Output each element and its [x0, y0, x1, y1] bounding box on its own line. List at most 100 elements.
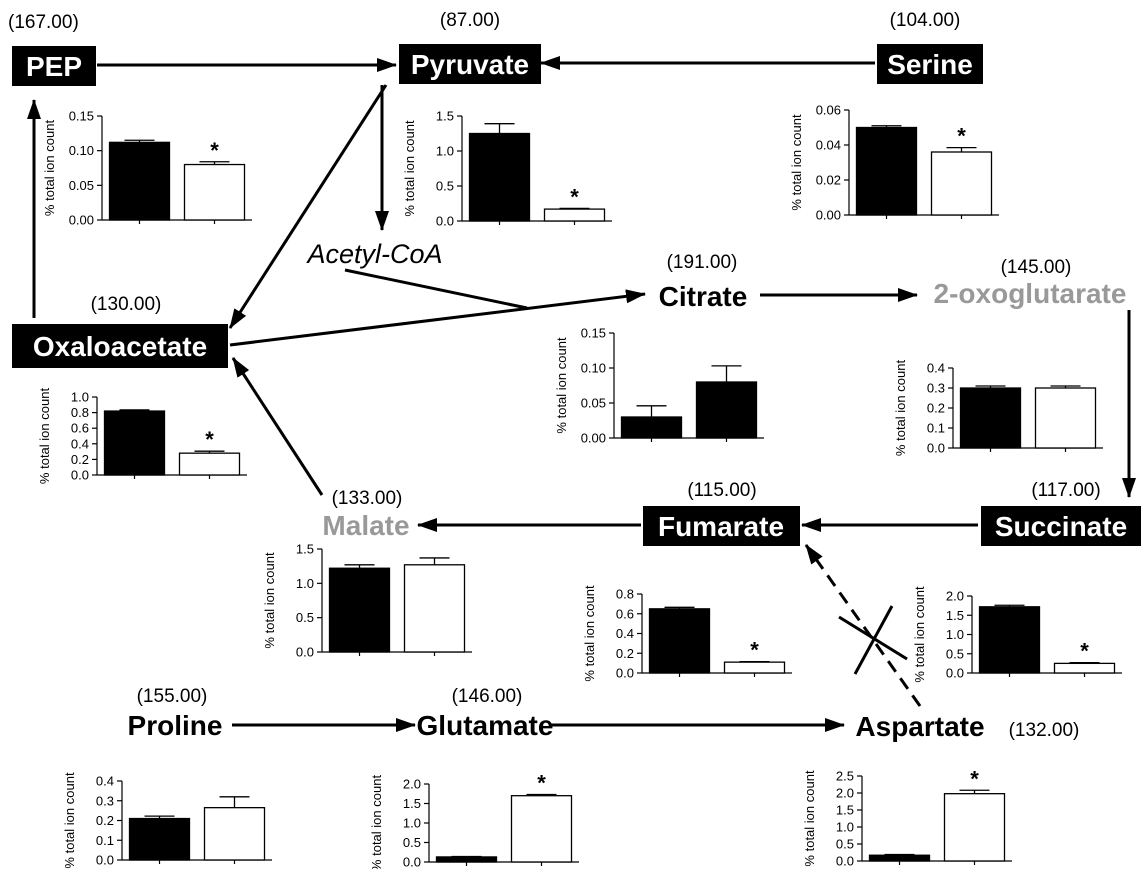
- y-tick-label: 0.0: [616, 666, 634, 681]
- bar-dark: [620, 416, 683, 439]
- node-label-pyruvate: Pyruvate: [411, 49, 529, 80]
- node-label-serine: Serine: [887, 49, 973, 80]
- node-label-malate: Malate: [322, 510, 409, 541]
- y-tick-label: 0.4: [96, 774, 114, 789]
- bar-light: [178, 452, 241, 476]
- node-oxoglutarate: (145.00) 2-oxoglutarate: [934, 257, 1127, 309]
- y-tick-label: 1.0: [403, 816, 421, 831]
- chart-citrate: 0.00 0.05 0.10 0.15 % total ion count: [554, 326, 764, 446]
- chart-pep: 0.00 0.05 0.10 0.15 % total ion count *: [42, 109, 252, 228]
- chart-oxaloacetate: 0.00.20.40.60.81.0 % total ion count *: [37, 388, 247, 485]
- node-box-pyruvate: [399, 44, 541, 84]
- chart-glutamate: 0.0 0.5 1.0 1.5 2.0 % total ion count *: [369, 771, 579, 869]
- y-tick-label: 0.6: [71, 421, 89, 436]
- chart-proline: 0.0 0.1 0.2 0.3 0.4 % total ion count: [62, 772, 272, 869]
- node-label-oxaloacetate: Oxaloacetate: [33, 331, 207, 362]
- node-pep: (167.00) PEP: [8, 12, 96, 86]
- y-tick-label: 0.2: [927, 401, 945, 416]
- mass-citrate: (191.00): [667, 252, 738, 273]
- node-fumarate: (115.00) Fumarate: [643, 480, 800, 546]
- y-tick-label: 0.05: [581, 396, 606, 411]
- y-tick-label: 1.0: [836, 820, 854, 835]
- y-tick-label: 0.15: [581, 326, 606, 341]
- bar-dark: [128, 817, 191, 861]
- y-tick-label: 0.00: [581, 431, 606, 446]
- y-axis-label: % total ion count: [789, 114, 804, 211]
- chart-succinate: 0.0 0.5 1.0 1.5 2.0 % total ion count *: [912, 586, 1122, 683]
- y-tick-label: 0.5: [436, 179, 454, 194]
- bar-light: [695, 381, 758, 439]
- arrow-malate-to-oxaloacetate: [231, 357, 324, 496]
- node-label-glutamate: Glutamate: [417, 710, 554, 741]
- node-label-oxoglutarate: 2-oxoglutarate: [934, 278, 1127, 309]
- node-proline: (155.00) Proline: [128, 686, 223, 741]
- mass-fumarate: (115.00): [687, 480, 756, 501]
- y-tick-label: 0.5: [296, 610, 314, 625]
- arrow-oxaloacetate-to-citrate: [229, 289, 646, 347]
- bar-dark: [468, 132, 531, 222]
- y-tick-label: 0.0: [96, 853, 114, 868]
- significance-star: *: [210, 138, 219, 163]
- y-tick-label: 0.0: [296, 645, 314, 660]
- y-tick-label: 0.0: [836, 854, 854, 869]
- y-tick-label: 0.2: [71, 452, 89, 467]
- bar-light: [1053, 662, 1116, 674]
- bar-dark: [978, 606, 1041, 674]
- y-tick-label: 0.0: [71, 468, 89, 483]
- y-tick-label: 0.00: [816, 208, 841, 223]
- mass-oxoglutarate: (145.00): [1001, 257, 1072, 278]
- y-tick-label: 0.15: [69, 109, 94, 124]
- chart-serine: 0.00 0.02 0.04 0.06 % total ion count *: [789, 103, 999, 223]
- y-tick-label: 0.10: [581, 361, 606, 376]
- y-tick-label: 0.3: [927, 381, 945, 396]
- mass-oxaloacetate: (130.00): [91, 294, 162, 315]
- node-box-pep: [12, 46, 96, 86]
- y-axis-label: % total ion count: [802, 770, 817, 867]
- mass-glutamate: (146.00): [452, 686, 523, 707]
- y-tick-label: 0.4: [927, 361, 945, 376]
- y-tick-label: 0.00: [69, 213, 94, 228]
- y-axis-label: % total ion count: [37, 388, 52, 485]
- bar-dark: [328, 567, 391, 653]
- y-tick-label: 0.5: [403, 835, 421, 850]
- bar-dark: [959, 387, 1022, 449]
- bar-light: [183, 163, 246, 221]
- y-tick-label: 0.2: [96, 813, 114, 828]
- node-succinate: (117.00) Succinate: [981, 480, 1141, 546]
- y-tick-label: 2.0: [946, 589, 964, 604]
- significance-star: *: [750, 638, 759, 663]
- y-axis-label: % total ion count: [554, 337, 569, 434]
- y-axis-label: % total ion count: [912, 586, 927, 683]
- y-tick-label: 0.1: [96, 833, 114, 848]
- y-axis-label: % total ion count: [262, 552, 277, 649]
- node-label-succinate: Succinate: [995, 511, 1127, 542]
- bar-light: [723, 661, 786, 674]
- chart-pyruvate: 0.0 0.5 1.0 1.5 % total ion count *: [402, 109, 612, 229]
- y-tick-label: 0.0: [927, 441, 945, 456]
- bar-light: [943, 793, 1006, 862]
- node-malate: (133.00) Malate: [322, 488, 409, 541]
- significance-star: *: [570, 184, 579, 209]
- node-box-fumarate: [643, 506, 800, 546]
- chart-oxoglutarate: 0.0 0.1 0.2 0.3 0.4 % total ion count: [893, 360, 1103, 456]
- mass-pyruvate: (87.00): [440, 10, 500, 31]
- bar-dark: [103, 410, 166, 476]
- y-tick-label: 0.04: [816, 138, 841, 153]
- y-tick-label: 1.0: [71, 390, 89, 405]
- node-label-aspartate: Aspartate: [855, 711, 984, 742]
- y-axis-label: % total ion count: [402, 120, 417, 217]
- y-tick-label: 0.02: [816, 173, 841, 188]
- y-tick-label: 0.2: [616, 646, 634, 661]
- y-axis-label: % total ion count: [582, 585, 597, 682]
- y-tick-label: 0.0: [436, 214, 454, 229]
- y-axis-label: % total ion count: [42, 120, 57, 217]
- node-serine: (104.00) Serine: [877, 10, 983, 84]
- y-tick-label: 2.0: [836, 786, 854, 801]
- y-tick-label: 0.3: [96, 793, 114, 808]
- bar-light: [203, 807, 266, 861]
- bar-light: [543, 208, 606, 222]
- y-tick-label: 0.4: [71, 436, 89, 451]
- y-tick-label: 1.0: [946, 627, 964, 642]
- line-acetylcoa-to-junction: [344, 268, 528, 310]
- y-tick-label: 1.5: [836, 803, 854, 818]
